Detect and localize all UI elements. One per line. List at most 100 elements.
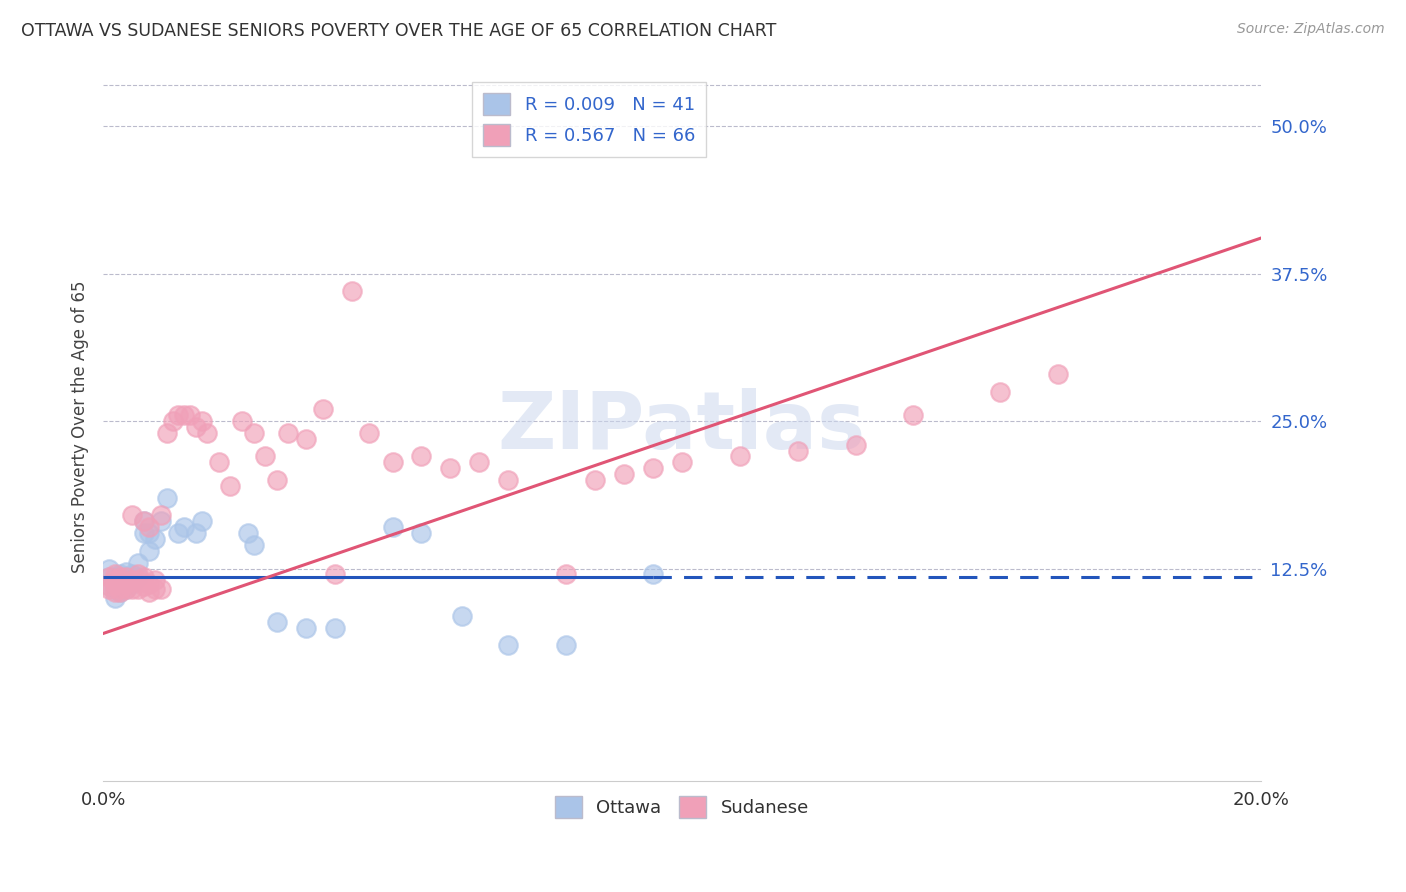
Point: [190, 515, 212, 529]
Point: [138, 520, 160, 534]
Point: [150, 508, 173, 523]
Point: [115, 565, 138, 579]
Point: [786, 443, 808, 458]
Point: [104, 570, 127, 584]
Point: [97, 561, 120, 575]
Point: [121, 508, 143, 523]
Point: [150, 582, 173, 596]
Point: [381, 520, 404, 534]
Point: [844, 438, 866, 452]
Point: [555, 638, 578, 652]
Point: [496, 473, 519, 487]
Point: [104, 577, 127, 591]
Point: [496, 638, 519, 652]
Point: [411, 526, 433, 541]
Point: [583, 473, 606, 487]
Point: [110, 567, 132, 582]
Point: [110, 574, 132, 588]
Point: [110, 585, 132, 599]
Point: [97, 582, 120, 596]
Point: [115, 582, 138, 596]
Point: [104, 582, 127, 596]
Point: [104, 574, 127, 588]
Point: [110, 585, 132, 599]
Point: [254, 450, 277, 464]
Point: [439, 461, 461, 475]
Point: [242, 538, 264, 552]
Point: [97, 579, 120, 593]
Point: [231, 414, 253, 428]
Text: ZIPatlas: ZIPatlas: [498, 388, 866, 466]
Point: [173, 520, 195, 534]
Point: [184, 526, 207, 541]
Point: [138, 544, 160, 558]
Point: [167, 526, 190, 541]
Point: [162, 414, 184, 428]
Point: [115, 570, 138, 584]
Point: [127, 556, 149, 570]
Point: [143, 574, 166, 588]
Point: [127, 567, 149, 582]
Point: [903, 408, 925, 422]
Point: [323, 567, 346, 582]
Point: [988, 384, 1011, 399]
Point: [312, 402, 335, 417]
Point: [208, 455, 231, 469]
Point: [110, 570, 132, 584]
Point: [110, 579, 132, 593]
Point: [121, 577, 143, 591]
Point: [121, 574, 143, 588]
Point: [179, 408, 201, 422]
Point: [97, 570, 120, 584]
Point: [97, 579, 120, 593]
Point: [555, 567, 578, 582]
Point: [127, 570, 149, 584]
Point: [236, 526, 259, 541]
Text: OTTAWA VS SUDANESE SENIORS POVERTY OVER THE AGE OF 65 CORRELATION CHART: OTTAWA VS SUDANESE SENIORS POVERTY OVER …: [21, 22, 776, 40]
Point: [110, 582, 132, 596]
Legend: Ottawa, Sudanese: Ottawa, Sudanese: [547, 789, 817, 825]
Point: [115, 582, 138, 596]
Point: [641, 567, 664, 582]
Point: [167, 408, 190, 422]
Point: [104, 577, 127, 591]
Point: [728, 450, 751, 464]
Point: [138, 585, 160, 599]
Point: [323, 621, 346, 635]
Point: [127, 582, 149, 596]
Point: [411, 450, 433, 464]
Point: [97, 570, 120, 584]
Point: [195, 425, 218, 440]
Point: [451, 608, 474, 623]
Point: [143, 582, 166, 596]
Point: [150, 515, 173, 529]
Point: [190, 414, 212, 428]
Point: [132, 526, 155, 541]
Point: [294, 621, 316, 635]
Point: [121, 567, 143, 582]
Point: [132, 579, 155, 593]
Point: [359, 425, 381, 440]
Point: [121, 574, 143, 588]
Point: [468, 455, 491, 469]
Point: [671, 455, 693, 469]
Y-axis label: Seniors Poverty Over the Age of 65: Seniors Poverty Over the Age of 65: [72, 281, 89, 574]
Point: [156, 425, 179, 440]
Point: [266, 473, 288, 487]
Point: [104, 567, 127, 582]
Point: [127, 574, 149, 588]
Point: [613, 467, 636, 482]
Point: [381, 455, 404, 469]
Point: [132, 515, 155, 529]
Point: [219, 479, 242, 493]
Point: [173, 408, 195, 422]
Point: [110, 574, 132, 588]
Point: [184, 420, 207, 434]
Point: [138, 577, 160, 591]
Point: [138, 526, 160, 541]
Point: [115, 577, 138, 591]
Point: [104, 591, 127, 606]
Point: [143, 532, 166, 546]
Point: [132, 570, 155, 584]
Point: [156, 491, 179, 505]
